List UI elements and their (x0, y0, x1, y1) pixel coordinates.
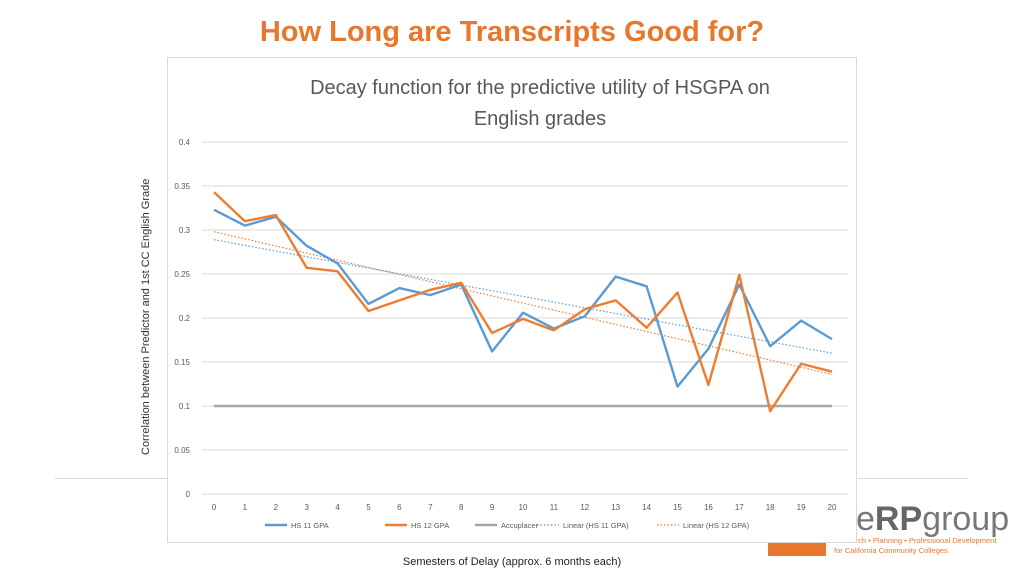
y-tick-labels: 0 0.05 0.1 0.15 0.2 0.25 0.3 0.35 0.4 (174, 138, 190, 499)
y-tick-label: 0 (186, 490, 191, 499)
decay-line-chart: Decay function for the predictive utilit… (174, 77, 848, 530)
y-tick-label: 0.1 (179, 402, 191, 411)
x-tick-label: 0 (212, 503, 217, 512)
logo-wordmark: eRPgroup (856, 500, 1009, 539)
x-tick-label: 20 (828, 503, 837, 512)
x-tick-labels: 0 1 2 3 4 5 6 7 8 9 10 11 12 13 14 15 16 17 18 19 20 (212, 503, 837, 512)
x-tick-label: 2 (274, 503, 279, 512)
x-tick-label: 11 (550, 503, 559, 512)
x-tick-label: 13 (611, 503, 620, 512)
grid-lines (202, 141, 848, 495)
x-tick-label: 16 (704, 503, 713, 512)
legend-label: Accuplacer (501, 521, 539, 530)
divider-right (858, 478, 968, 479)
series-line-linear-hs-11-gpa (213, 239, 833, 354)
x-tick-label: 19 (797, 503, 806, 512)
x-tick-label: 14 (642, 503, 651, 512)
x-tick-label: 12 (580, 503, 589, 512)
logo-text-bold: RP (874, 500, 923, 538)
x-tick-label: 17 (735, 503, 744, 512)
x-tick-label: 4 (335, 503, 340, 512)
x-tick-label: 3 (304, 503, 309, 512)
series-line-hs-12-gpa (213, 191, 833, 413)
y-tick-label: 0.05 (174, 446, 190, 455)
series-lines (213, 191, 833, 413)
logo-text-suffix: group (922, 500, 1010, 538)
y-tick-label: 0.25 (174, 270, 190, 279)
x-tick-label: 7 (428, 503, 433, 512)
logo-tagline: Research • Planning • Professional Devel… (834, 536, 1004, 556)
chart-frame: Decay function for the predictive utilit… (167, 57, 857, 543)
y-tick-label: 0.3 (179, 226, 191, 235)
x-tick-label: 15 (673, 503, 682, 512)
slide-title: How Long are Transcripts Good for? (259, 16, 765, 48)
chart-title-line-1: Decay function for the predictive utilit… (310, 77, 770, 99)
logo-tagline-line-2: for California Community Colleges (834, 546, 948, 555)
chart-legend: HS 11 GPA HS 12 GPA Accuplacer Linear (HS 1… (265, 521, 750, 530)
legend-label: Linear (HS 11 GPA) (563, 521, 629, 530)
series-line-linear-hs-12-gpa (213, 231, 833, 375)
series-line-hs-11-gpa (213, 208, 833, 388)
y-tick-label: 0.35 (174, 182, 190, 191)
x-tick-label: 1 (243, 503, 248, 512)
legend-label: HS 11 GPA (291, 521, 329, 530)
legend-label: Linear (HS 12 GPA) (683, 521, 750, 530)
x-tick-label: 6 (397, 503, 402, 512)
x-tick-label: 5 (366, 503, 371, 512)
divider-left (55, 478, 167, 479)
x-tick-label: 9 (490, 503, 495, 512)
chart-title-line-2: English grades (474, 108, 606, 130)
x-axis-title: Semesters of Delay (approx. 6 months eac… (402, 556, 622, 568)
legend-label: HS 12 GPA (411, 521, 449, 530)
x-tick-label: 18 (766, 503, 775, 512)
y-tick-label: 0.4 (179, 138, 191, 147)
x-tick-label: 8 (459, 503, 464, 512)
y-axis-title: Correlation between Predictor and 1st CC… (140, 178, 152, 455)
y-tick-label: 0.2 (179, 314, 191, 323)
x-tick-label: 10 (519, 503, 528, 512)
logo-text-prefix: e (856, 500, 875, 538)
y-tick-label: 0.15 (174, 358, 190, 367)
logo-tagline-line-1: Research • Planning • Professional Devel… (834, 536, 997, 545)
